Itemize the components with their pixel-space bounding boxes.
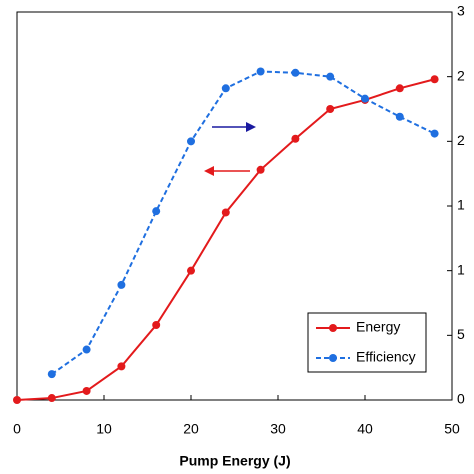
data-point bbox=[430, 75, 439, 84]
y2-tick-label: 3 bbox=[457, 3, 465, 19]
arrow-left bbox=[204, 166, 250, 176]
data-point bbox=[221, 208, 230, 217]
data-point bbox=[395, 112, 404, 121]
x-tick-label: 50 bbox=[444, 421, 460, 437]
data-point bbox=[326, 72, 335, 81]
x-tick-label: 10 bbox=[96, 421, 112, 437]
y2-tick-label: 1 bbox=[457, 197, 465, 213]
data-point bbox=[117, 362, 126, 371]
legend-marker bbox=[329, 354, 337, 362]
y2-tick-label: 1 bbox=[457, 261, 465, 277]
data-point bbox=[430, 129, 439, 138]
data-point bbox=[395, 84, 404, 93]
data-point bbox=[117, 280, 126, 289]
data-point bbox=[291, 134, 300, 143]
data-point bbox=[256, 165, 265, 174]
data-point bbox=[361, 94, 369, 103]
data-point bbox=[187, 266, 195, 275]
y2-tick-label: 2 bbox=[457, 67, 465, 83]
data-point bbox=[82, 386, 91, 395]
y2-tick-label: 5 bbox=[457, 326, 465, 342]
data-point bbox=[47, 370, 56, 379]
data-point bbox=[13, 396, 21, 404]
data-point bbox=[47, 394, 56, 403]
data-point bbox=[187, 137, 195, 146]
arrow-right bbox=[212, 122, 256, 132]
data-point bbox=[152, 207, 161, 216]
y2-tick-label: 0 bbox=[457, 391, 465, 407]
data-point bbox=[326, 105, 335, 113]
legend-box bbox=[307, 312, 427, 373]
x-tick-label: 30 bbox=[270, 421, 286, 437]
legend-marker bbox=[329, 324, 337, 332]
y2-tick-label: 2 bbox=[457, 132, 465, 148]
legend-label: Efficiency bbox=[356, 349, 416, 365]
x-axis-label: Pump Energy (J) bbox=[179, 453, 290, 469]
data-point bbox=[291, 68, 300, 77]
legend-label: Energy bbox=[356, 319, 400, 335]
x-tick-label: 0 bbox=[13, 421, 21, 437]
data-point bbox=[256, 67, 265, 76]
data-point bbox=[152, 320, 161, 329]
data-point bbox=[221, 84, 230, 93]
x-tick-label: 40 bbox=[357, 421, 373, 437]
data-point bbox=[82, 345, 91, 354]
x-tick-label: 20 bbox=[183, 421, 199, 437]
